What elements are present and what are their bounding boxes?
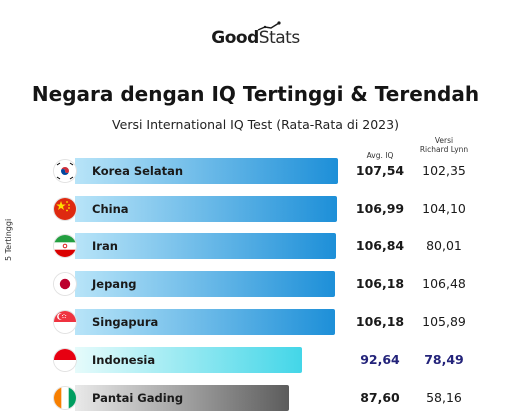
country-label-pantai-gading: Pantai Gading (92, 391, 184, 405)
top-five-side-label: 5 Tertinggi (4, 218, 13, 262)
bar-indonesia (75, 347, 302, 373)
korea-flag-icon (54, 160, 76, 182)
country-label-singapura: Singapura (92, 315, 159, 329)
infographic: GoodStats Negara dengan IQ Tertinggi & T… (0, 21, 511, 411)
japan-flag-icon (54, 273, 76, 295)
bar-singapura (75, 309, 335, 335)
country-label-korea-selatan: Korea Selatan (92, 164, 184, 178)
avg-iq-header-text: Avg. IQ (366, 151, 394, 160)
chart-title: Negara dengan IQ Tertinggi & Terendah (31, 82, 480, 106)
lynn-value-china: 104,10 (422, 201, 466, 216)
trend-line-icon (257, 21, 281, 31)
lynn-value-jepang: 106,48 (422, 276, 466, 291)
bar-iran (75, 233, 336, 259)
country-label-indonesia: Indonesia (92, 353, 156, 367)
chart-subtitle: Versi International IQ Test (Rata-Rata d… (112, 117, 399, 132)
goodstats-logo: GoodStats (0, 28, 511, 48)
lynn-value-indonesia: 78,49 (424, 352, 464, 367)
bar-china (75, 196, 337, 222)
lynn-value-singapura: 105,89 (422, 314, 466, 329)
lynn-value-korea-selatan: 102,35 (422, 163, 466, 178)
avg-iq-value-china: 106,99 (355, 201, 405, 216)
logo-stats-text: Stats (258, 28, 300, 48)
avg-iq-value-pantai-gading: 87,60 (360, 390, 400, 405)
lynn-header-line1: Versi (434, 136, 454, 145)
lynn-header-line2: Richard Lynn (419, 145, 469, 154)
singapore-flag-icon (54, 311, 76, 333)
lynn-column-header: Versi Richard Lynn (408, 136, 480, 154)
country-label-iran: Iran (92, 239, 118, 253)
bar-jepang (75, 271, 335, 297)
avg-iq-value-iran: 106,84 (355, 238, 405, 253)
china-flag-icon (54, 198, 76, 220)
logo-good-text: Good (211, 28, 259, 48)
country-label-china: China (92, 202, 129, 216)
avg-iq-value-indonesia: 92,64 (360, 352, 400, 367)
avg-iq-value-singapura: 106,18 (355, 314, 405, 329)
avg-iq-value-korea-selatan: 107,54 (355, 163, 405, 178)
ivory-coast-flag-icon (54, 387, 76, 409)
indonesia-flag-icon (54, 349, 76, 371)
avg-iq-column-header: Avg. IQ (356, 151, 404, 160)
lynn-value-iran: 80,01 (426, 238, 462, 253)
iran-flag-icon (54, 235, 76, 257)
country-label-jepang: Jepang (92, 277, 137, 291)
bar-korea-selatan (75, 158, 338, 184)
avg-iq-value-jepang: 106,18 (355, 276, 405, 291)
lynn-value-pantai-gading: 58,16 (426, 390, 462, 405)
